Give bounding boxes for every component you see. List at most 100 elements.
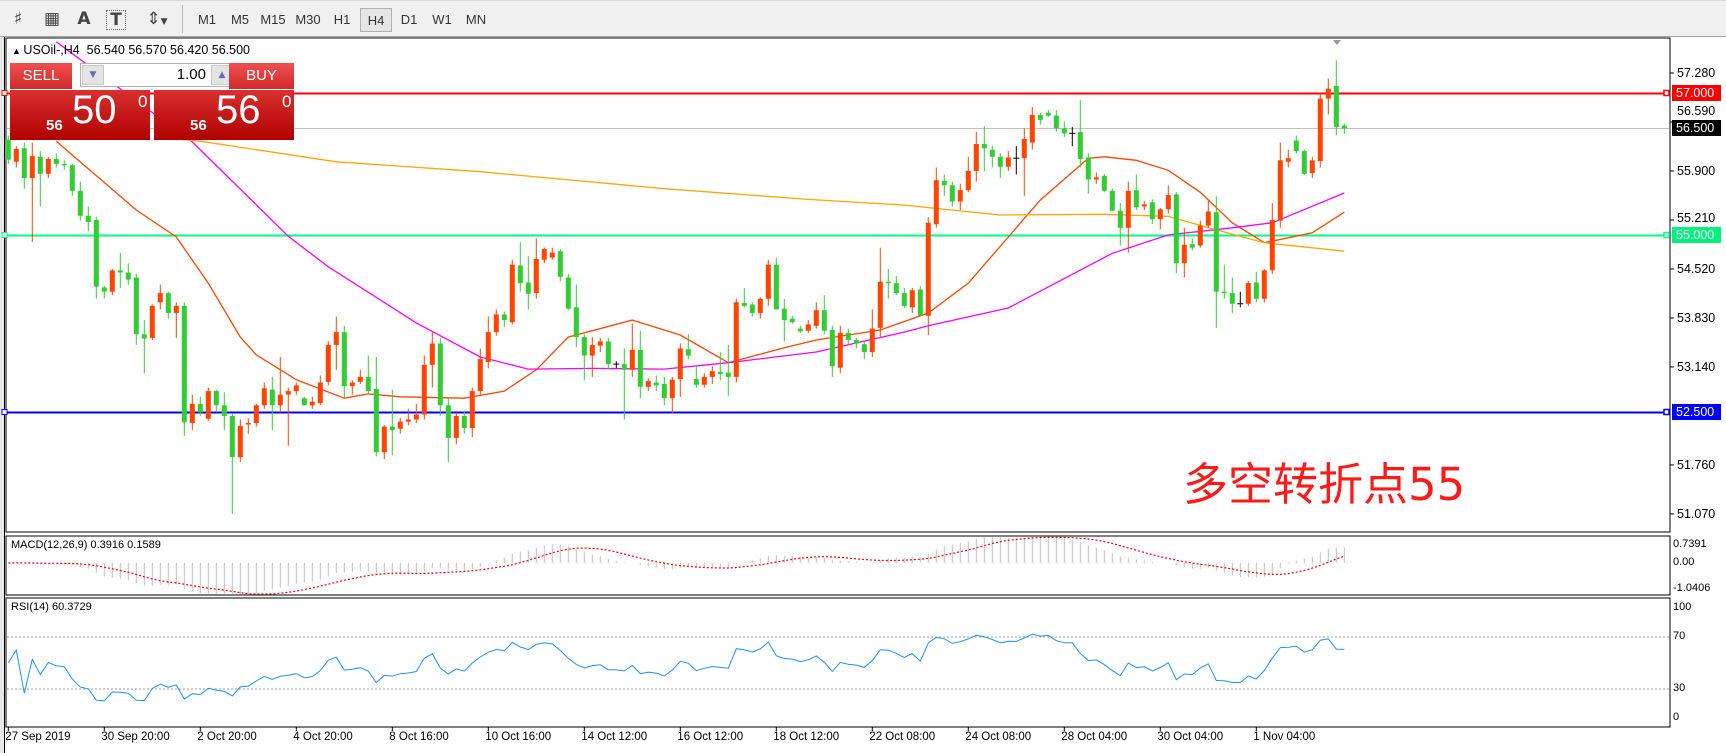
macd-panel-frame: [5, 535, 1671, 596]
candle: [1013, 146, 1020, 175]
candle: [1173, 192, 1179, 274]
candle-body: [1325, 88, 1331, 99]
candle-body: [197, 403, 203, 413]
timeframe-d1[interactable]: D1: [400, 12, 418, 27]
candle-body: [517, 265, 523, 284]
candle-body: [269, 389, 275, 406]
candle-body: [1301, 151, 1307, 174]
candle: [309, 396, 315, 409]
shift-marker-icon[interactable]: [1333, 40, 1341, 45]
candle-body: [405, 419, 411, 422]
text-icon[interactable]: A: [77, 9, 91, 29]
arrows-icon[interactable]: ⇕▼: [140, 7, 174, 31]
sell-button[interactable]: SELL: [10, 63, 72, 89]
macd-axis-zero: 0.00: [1673, 556, 1695, 568]
timeframe-w1[interactable]: W1: [432, 12, 452, 27]
candle: [325, 341, 331, 386]
candle: [365, 355, 371, 395]
candle-body: [677, 348, 683, 380]
candle-body: [1253, 282, 1259, 299]
text-label-icon[interactable]: T: [106, 10, 126, 30]
candle-body: [53, 158, 59, 164]
candle-body: [813, 310, 819, 326]
candle: [181, 302, 187, 436]
timeframe-mn[interactable]: MN: [465, 12, 487, 27]
candle-body: [133, 277, 139, 335]
rsi-axis-100: 100: [1673, 601, 1692, 613]
candle: [157, 284, 163, 310]
x-tick-label: 4 Oct 20:00: [293, 731, 353, 743]
rsi-axis-70: 70: [1673, 630, 1686, 642]
collapse-triangle-icon[interactable]: ▲: [12, 46, 24, 56]
candle: [349, 380, 355, 395]
chart-annotation-text[interactable]: 多空转折点55: [1183, 458, 1466, 511]
timeframe-m5[interactable]: M5: [230, 12, 250, 27]
candle-body: [1341, 125, 1347, 129]
candle-body: [293, 385, 299, 392]
chart-lines-icon[interactable]: ♯: [13, 9, 23, 29]
candle-body: [1125, 190, 1131, 228]
candle-body: [485, 332, 491, 362]
candle-body: [901, 293, 907, 306]
candle: [1301, 149, 1307, 176]
candle-body: [749, 304, 755, 313]
candle: [717, 352, 723, 381]
line-handle-icon: [1663, 408, 1670, 416]
x-tick-label: 14 Oct 12:00: [581, 731, 648, 743]
candle: [1221, 264, 1227, 299]
candle: [437, 337, 443, 416]
one-click-trading-panel: SELL ▼ 1.00 ▲ BUY 56 50 0 56 56 0: [10, 63, 294, 140]
candle-body: [509, 264, 515, 323]
grid-icon[interactable]: ▦: [43, 9, 61, 29]
candle: [133, 273, 139, 345]
candle: [221, 392, 227, 431]
candle: [269, 376, 275, 431]
x-tick-label: 24 Oct 08:00: [965, 731, 1032, 743]
candle: [413, 403, 419, 424]
buy-button[interactable]: BUY: [229, 63, 294, 89]
candle: [453, 412, 459, 445]
timeframe-h1[interactable]: H1: [333, 12, 351, 27]
candle: [5, 135, 11, 164]
candle: [1093, 172, 1099, 184]
candle: [1085, 153, 1091, 194]
y-tick-label: 54.520: [1677, 261, 1716, 276]
lot-decrease-button[interactable]: ▼: [82, 65, 104, 85]
candle: [1157, 207, 1163, 230]
candle: [581, 334, 587, 381]
sell-price-button[interactable]: 56 50 0: [10, 88, 150, 140]
candle-body: [333, 332, 339, 345]
candle: [781, 298, 787, 342]
candle: [445, 398, 451, 463]
candle-body: [861, 344, 867, 353]
candle-body: [669, 379, 675, 399]
candle-body: [605, 341, 611, 365]
y-tick-label: 55.900: [1677, 163, 1716, 178]
x-tick-label: 10 Oct 16:00: [485, 731, 552, 743]
candle: [597, 337, 603, 353]
timeframe-h4[interactable]: H4: [360, 8, 392, 32]
candle-body: [109, 270, 115, 292]
candle: [549, 247, 555, 260]
candle: [1181, 227, 1187, 278]
candle: [261, 382, 267, 409]
candle-body: [533, 259, 539, 294]
candle: [461, 410, 467, 434]
lot-size-input[interactable]: ▼ 1.00 ▲: [80, 63, 235, 87]
x-tick-label: 18 Oct 12:00: [773, 731, 840, 743]
timeframe-m15[interactable]: M15: [260, 12, 286, 27]
candle-body: [389, 426, 395, 431]
candle: [1253, 271, 1259, 303]
candle: [589, 337, 595, 377]
candle-body: [757, 298, 763, 313]
timeframe-m30[interactable]: M30: [295, 12, 321, 27]
buy-price-button[interactable]: 56 56 0: [154, 88, 294, 140]
candle: [885, 268, 891, 299]
line-handle-icon: [1, 90, 8, 96]
chart-title: ▲ USOil-,H4 56.540 56.570 56.420 56.500: [12, 43, 250, 57]
candle: [749, 302, 755, 317]
candle: [797, 325, 803, 333]
timeframe-m1[interactable]: M1: [197, 12, 217, 27]
candle: [741, 288, 747, 308]
candle-body: [21, 148, 27, 179]
